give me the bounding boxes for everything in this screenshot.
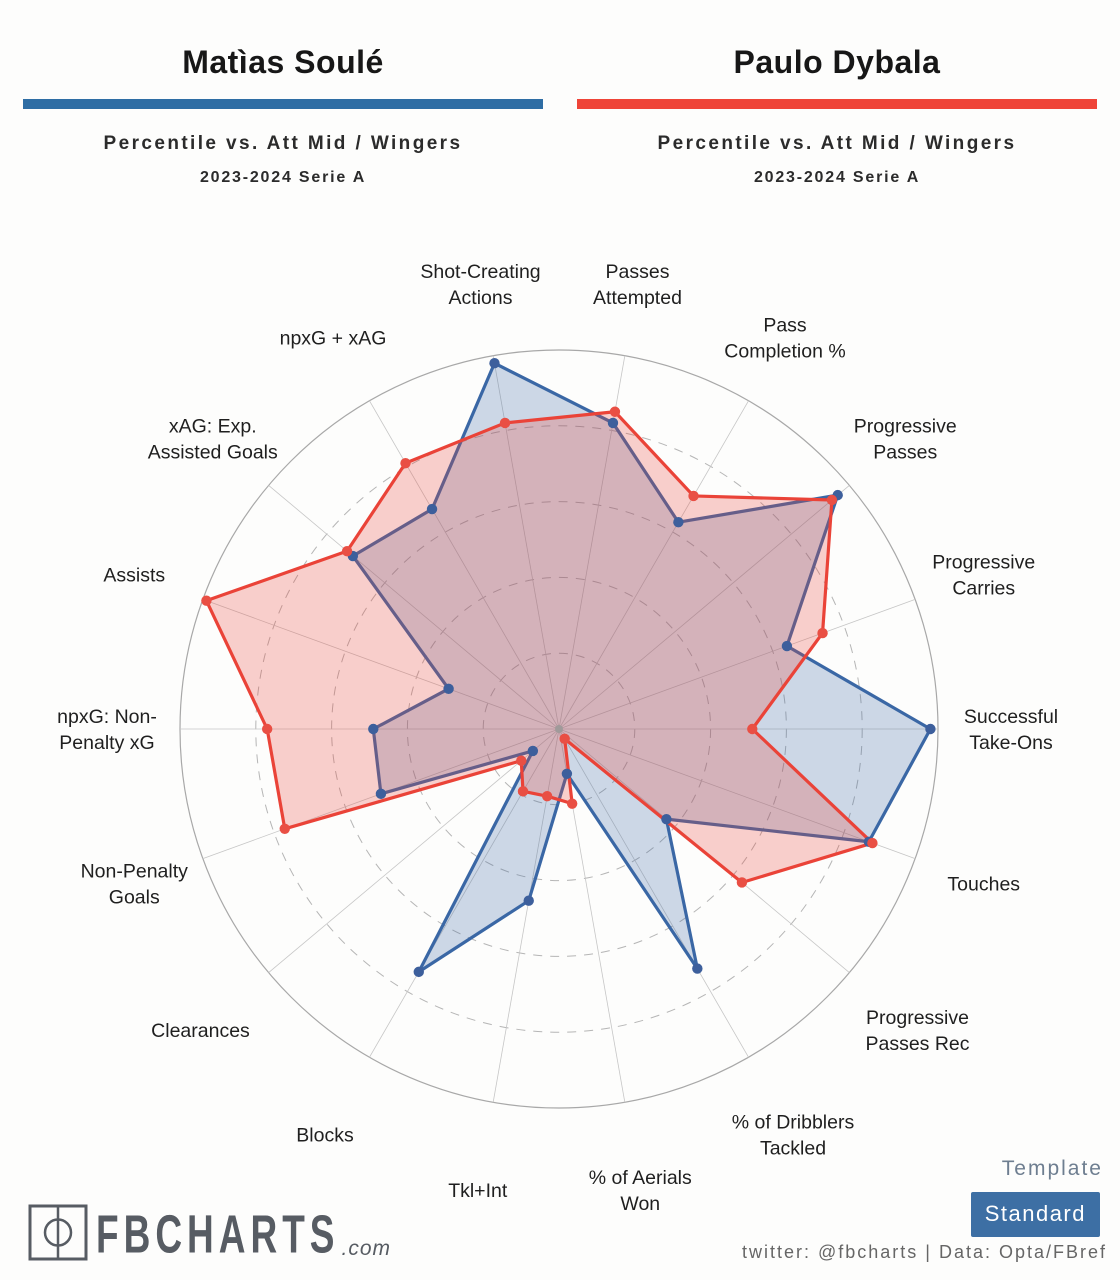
axis-label-3: Progressive Carries (932, 551, 1035, 599)
axis-label-10: Blocks (296, 1124, 354, 1146)
data-point-s0-a6 (661, 813, 672, 825)
axis-label-13: npxG: Non-Penalty xG (57, 706, 157, 754)
data-point-s1-a17 (499, 417, 511, 429)
data-point-s0-a3 (781, 640, 793, 652)
data-point-s0-a12 (375, 788, 387, 800)
player-header-right: Paulo Dybala Percentile vs. Att Mid / Wi… (577, 44, 1097, 187)
data-point-s0-a8 (561, 768, 573, 779)
logo-text: FBCHARTS (96, 1204, 340, 1264)
data-point-s0-a7 (692, 963, 703, 974)
axis-label-11: Clearances (151, 1020, 250, 1042)
data-point-s0-a0 (607, 417, 619, 429)
subtitle-left: Percentile vs. Att Mid / Wingers (103, 133, 463, 154)
season-left: 2023-2024 Serie A (199, 169, 367, 186)
axis-label-14: Assists (103, 564, 165, 586)
player-header-left: Matìas Soulé Percentile vs. Att Mid / Wi… (23, 44, 543, 187)
data-point-s1-a3 (817, 627, 828, 639)
axis-label-9: Tkl+Int (448, 1180, 508, 1202)
data-point-s1-a4 (747, 723, 758, 735)
radar-spoke (369, 728, 560, 1058)
data-point-s0-a9 (523, 895, 534, 906)
data-point-s1-a13 (261, 723, 273, 735)
subtitle-right: Percentile vs. Att Mid / Wingers (657, 133, 1017, 154)
pitch-icon (28, 1204, 88, 1261)
accent-bar-right (577, 99, 1097, 109)
player-name-right: Paulo Dybala (733, 44, 941, 80)
data-point-s0-a17 (489, 358, 500, 369)
data-point-s1-a10 (517, 786, 529, 797)
axis-label-5: Touches (947, 874, 1020, 896)
radar-spoke (558, 485, 850, 730)
data-point-s0-a14 (443, 683, 454, 695)
radar-spoke (202, 598, 560, 730)
axis-label-0: Passes Attempted (593, 261, 682, 309)
data-point-s1-a14 (201, 595, 212, 606)
data-point-s0-a13 (368, 723, 379, 735)
data-point-s1-a5 (867, 837, 878, 849)
axis-label-12: Non-Penalty Goals (81, 861, 189, 909)
template-label: Template (1001, 1157, 1103, 1180)
data-point-s1-a8 (566, 798, 578, 809)
template-selector-button[interactable]: Standard (970, 1192, 1100, 1237)
data-point-s1-a2 (826, 494, 838, 506)
logo-domain: .com (341, 1237, 391, 1260)
data-point-s1-a9 (541, 790, 553, 802)
axis-label-17: Shot-Creating Actions (420, 261, 540, 309)
player-name-left: Matìas Soulé (182, 44, 384, 80)
radar-spoke (558, 598, 916, 730)
data-point-s0-a4 (925, 723, 936, 735)
axis-label-16: npxG + xAG (280, 328, 387, 350)
radar-spoke (268, 485, 560, 730)
data-point-s1-a16 (400, 457, 411, 469)
accent-bar-left (23, 99, 543, 109)
radar-spoke (558, 400, 749, 730)
data-point-s1-a0 (609, 406, 621, 417)
credit-text: twitter: @fbcharts | Data: Opta/FBref (741, 1242, 1107, 1262)
radar-center-dot (555, 725, 563, 733)
radar-spoke (558, 728, 749, 1058)
axis-label-6: Progressive Passes Rec (865, 1007, 969, 1055)
fbcharts-logo: FBCHARTS .com (28, 1204, 391, 1261)
radar-spoke (558, 728, 916, 860)
axis-label-4: Successful Take-Ons (964, 706, 1058, 754)
axis-label-15: xAG: Exp. Assisted Goals (148, 415, 278, 463)
data-point-s1-a12 (279, 823, 290, 835)
axis-label-2: Progressive Passes (854, 415, 957, 463)
axis-label-8: % of Aerials Won (589, 1167, 692, 1215)
data-point-s1-a7 (559, 733, 570, 745)
data-point-s0-a11 (527, 745, 539, 757)
season-right: 2023-2024 Serie A (753, 169, 921, 186)
radar-spoke (369, 400, 560, 730)
axis-label-7: % of Dribblers Tackled (732, 1111, 855, 1159)
data-point-s1-a11 (516, 755, 527, 766)
radar-spoke (268, 728, 560, 973)
data-point-s1-a1 (688, 490, 699, 502)
data-point-s0-a16 (426, 503, 438, 515)
axis-label-1: Pass Completion % (724, 315, 845, 363)
data-point-s0-a10 (413, 966, 424, 978)
data-point-s1-a6 (736, 877, 748, 888)
data-point-s1-a15 (341, 545, 353, 557)
data-point-s0-a1 (673, 517, 684, 528)
